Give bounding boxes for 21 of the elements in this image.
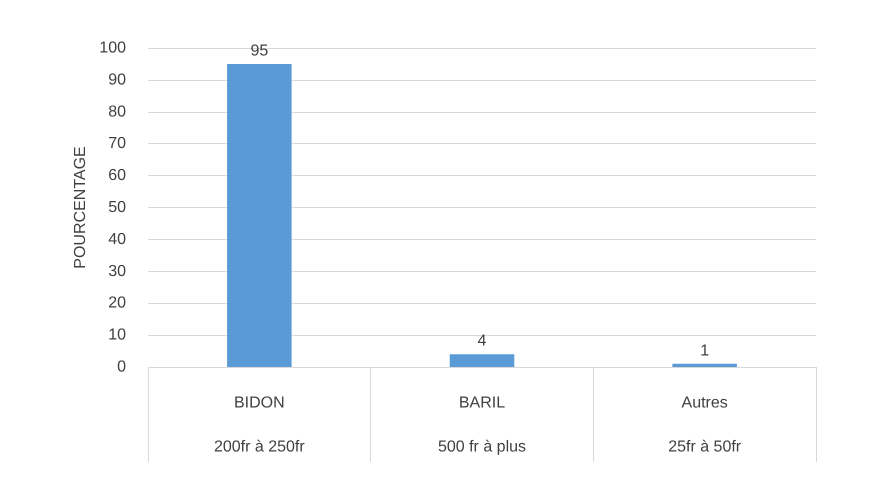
bar — [672, 364, 737, 367]
bar — [450, 354, 514, 367]
y-tick-label: 90 — [108, 71, 126, 88]
y-tick-label: 100 — [99, 40, 126, 56]
data-label: 4 — [478, 332, 487, 350]
y-tick-label: 40 — [108, 230, 126, 248]
y-tick-label: 30 — [108, 262, 126, 280]
data-label: 1 — [700, 342, 710, 360]
category-label: BARIL 500 fr à plus — [438, 394, 526, 456]
y-tick-label: 60 — [108, 167, 126, 184]
y-tick-label: 70 — [108, 135, 126, 152]
y-tick-label: 20 — [108, 294, 126, 312]
bar — [227, 64, 292, 367]
y-tick-label: 80 — [108, 103, 126, 120]
y-axis-title: POURCENTAGE — [72, 146, 89, 269]
category-label: BIDON 200fr à 250fr — [214, 394, 305, 456]
data-label: 95 — [250, 42, 268, 60]
y-tick-label: 50 — [108, 199, 126, 216]
y-tick-label: 0 — [117, 358, 126, 376]
category-label: Autres 25fr à 50fr — [668, 394, 742, 456]
y-tick-label: 10 — [108, 326, 126, 344]
